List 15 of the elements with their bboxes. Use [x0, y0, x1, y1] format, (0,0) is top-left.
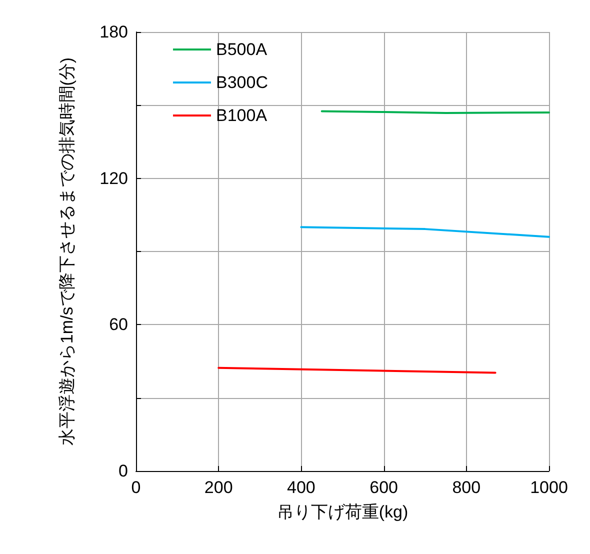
y-tick-label: 180 — [100, 22, 128, 42]
legend-label: B500A — [216, 40, 268, 59]
x-tick-label: 200 — [204, 478, 233, 497]
y-tick-label: 60 — [109, 315, 128, 334]
y-tick-label: 0 — [118, 462, 128, 480]
x-tick-label: 600 — [370, 478, 398, 497]
x-tick-label: 0 — [131, 478, 141, 497]
y-tick-label: 120 — [100, 168, 128, 188]
x-axis-title: 吊り下げ荷重(kg) — [276, 502, 408, 522]
y-axis-title: 水平浮遊から1m/sで降下させるまでの排気時間(分) — [58, 57, 76, 446]
x-tick-label: 800 — [452, 478, 481, 497]
legend-label: B300C — [216, 73, 268, 92]
x-tick-label: 400 — [287, 478, 316, 497]
legend-label: B100A — [216, 106, 268, 125]
x-tick-label: 1000 — [530, 478, 568, 497]
